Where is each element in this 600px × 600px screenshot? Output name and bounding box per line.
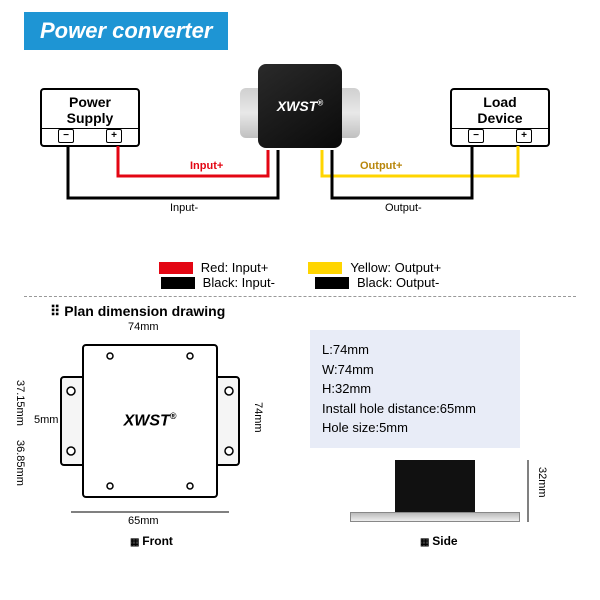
side-caption: Side <box>420 534 458 548</box>
legend-black-in: Black: Input- <box>161 275 275 290</box>
wiring-svg <box>20 58 580 258</box>
spec-W: W:74mm <box>322 360 508 380</box>
dim-right-74: 74mm <box>252 402 264 433</box>
specs-box: L:74mm W:74mm H:32mm Install hole distan… <box>310 330 520 448</box>
spec-hole-dist: Install hole distance:65mm <box>322 399 508 419</box>
dim-bottom-65: 65mm <box>128 515 159 527</box>
output-minus-label: Output- <box>385 202 422 214</box>
side-dim-svg <box>350 442 540 522</box>
spec-hole-size: Hole size:5mm <box>322 418 508 438</box>
front-caption: Front <box>130 534 173 548</box>
dim-left-lower: 36.85mm <box>14 440 26 486</box>
front-holes <box>60 336 240 516</box>
spec-H: H:32mm <box>322 379 508 399</box>
legend-black-out: Black: Output- <box>315 275 439 290</box>
plan-title: Plan dimension drawing <box>50 303 600 320</box>
dimension-area: XWST® 74mm 37.15mm 5mm 36.85mm 74mm 65mm… <box>20 322 580 572</box>
dim-top-74: 74mm <box>128 321 159 333</box>
wiring-diagram: Power Supply − + Load Device − + XWST® I… <box>20 58 580 258</box>
input-minus-label: Input- <box>170 202 198 214</box>
dim-left-hole: 5mm <box>34 414 58 426</box>
output-plus-label: Output+ <box>360 160 402 172</box>
dim-side-32: 32mm <box>536 467 548 498</box>
legend-yellow: Yellow: Output+ <box>308 260 441 275</box>
side-view <box>350 442 540 522</box>
dim-left-upper: 37.15mm <box>14 380 26 426</box>
input-plus-label: Input+ <box>190 160 223 172</box>
section-divider <box>24 296 576 297</box>
legend-red: Red: Input+ <box>159 260 269 275</box>
spec-L: L:74mm <box>322 340 508 360</box>
front-view: XWST® <box>60 336 240 516</box>
page-title: Power converter <box>24 12 228 50</box>
color-legend: Red: Input+ Yellow: Output+ Black: Input… <box>50 260 550 290</box>
